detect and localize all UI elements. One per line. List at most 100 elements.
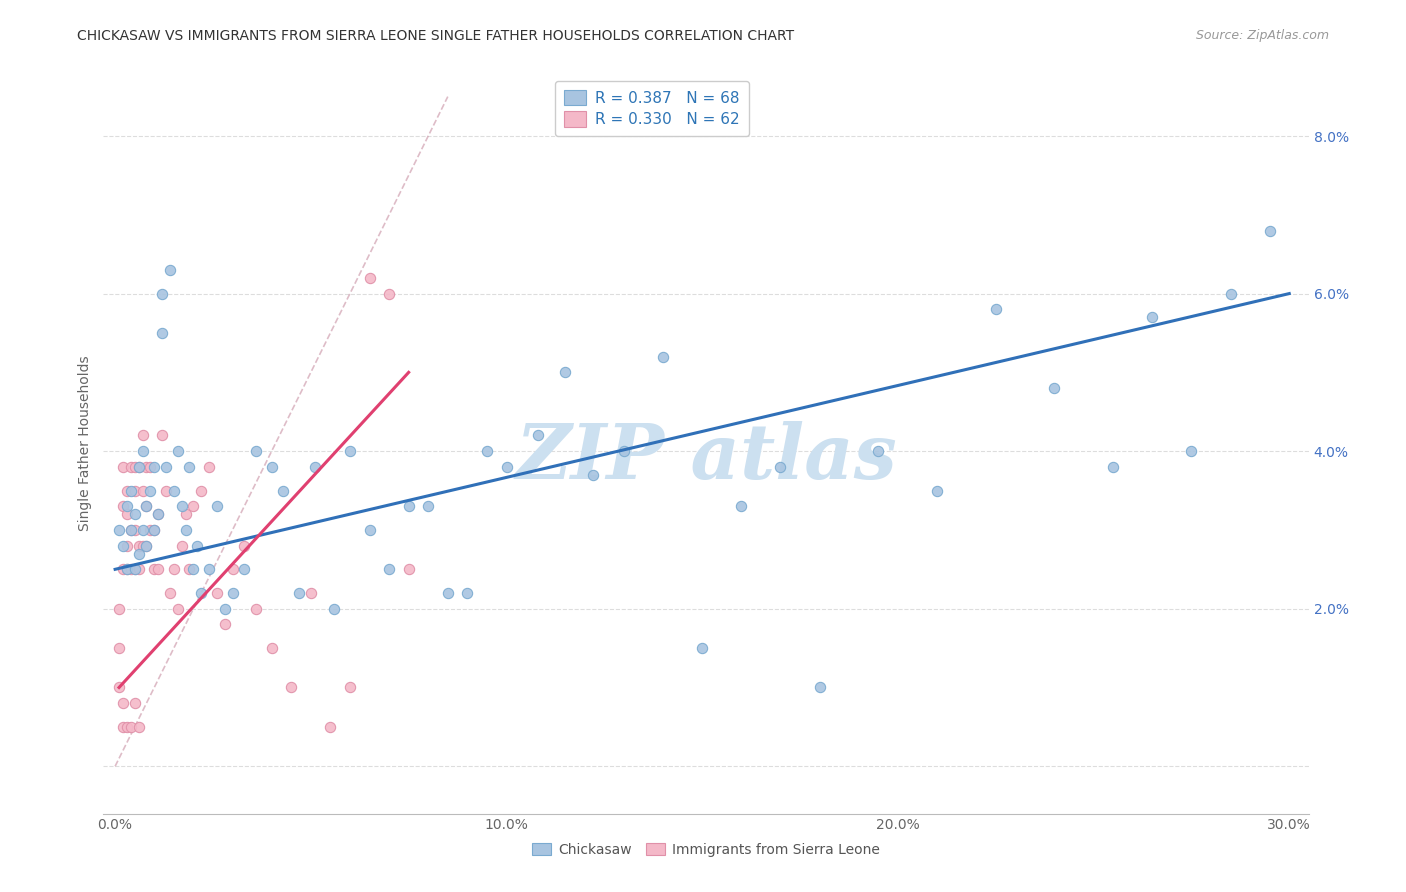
Point (146, 507, 169, 521)
Point (359, 270, 381, 285)
Point (378, 562, 401, 576)
Point (135, 500, 157, 514)
Point (280, 681, 302, 695)
Text: CHICKASAW VS IMMIGRANTS FROM SIERRA LEONE SINGLE FATHER HOUSEHOLDS CORRELATION C: CHICKASAW VS IMMIGRANTS FROM SIERRA LEON… (77, 29, 794, 43)
Point (769, 459, 792, 474)
Point (131, 483, 153, 498)
Point (135, 459, 157, 474)
Point (124, 562, 146, 576)
Point (146, 562, 169, 576)
Point (163, 562, 186, 576)
Point (159, 586, 181, 600)
Point (984, 302, 1007, 317)
Point (128, 562, 150, 576)
Point (139, 459, 162, 474)
Point (166, 601, 188, 615)
Point (233, 562, 256, 576)
Point (214, 601, 236, 615)
Point (652, 350, 675, 364)
Point (115, 562, 138, 576)
Point (111, 539, 134, 553)
Point (170, 539, 193, 553)
Point (179, 562, 201, 576)
Point (115, 507, 138, 521)
Point (120, 523, 142, 537)
Point (115, 720, 138, 734)
Point (359, 523, 381, 537)
Point (319, 720, 342, 734)
Point (1142, 310, 1164, 325)
Point (613, 444, 636, 458)
Point (155, 483, 177, 498)
Point (143, 523, 166, 537)
Point (131, 444, 153, 458)
Point (1180, 444, 1202, 458)
Point (108, 641, 131, 656)
Point (198, 459, 221, 474)
Point (115, 539, 138, 553)
Text: Source: ZipAtlas.com: Source: ZipAtlas.com (1195, 29, 1329, 42)
Point (527, 428, 550, 442)
Point (221, 586, 243, 600)
Point (139, 483, 162, 498)
Point (475, 444, 498, 458)
Point (304, 459, 326, 474)
Point (135, 539, 157, 553)
Point (1043, 381, 1066, 395)
Point (143, 459, 166, 474)
Point (111, 500, 134, 514)
Point (260, 459, 283, 474)
Point (124, 562, 146, 576)
Point (418, 500, 440, 514)
Point (198, 562, 221, 576)
Point (174, 523, 197, 537)
Legend: R = 0.387   N = 68, R = 0.330   N = 62: R = 0.387 N = 68, R = 0.330 N = 62 (555, 80, 748, 136)
Point (1258, 223, 1281, 237)
Point (128, 720, 150, 734)
Point (495, 459, 517, 474)
Point (143, 562, 166, 576)
Y-axis label: Single Father Households: Single Father Households (79, 355, 93, 531)
Point (120, 562, 142, 576)
Point (111, 696, 134, 710)
Point (456, 586, 478, 600)
Point (143, 523, 166, 537)
Point (1102, 459, 1125, 474)
Point (260, 641, 283, 656)
Point (174, 507, 197, 521)
Point (190, 586, 212, 600)
Point (124, 507, 146, 521)
Point (124, 523, 146, 537)
Point (183, 500, 205, 514)
Point (115, 562, 138, 576)
Point (868, 444, 890, 458)
Point (378, 286, 401, 301)
Point (581, 467, 603, 482)
Point (398, 500, 420, 514)
Point (170, 500, 193, 514)
Point (808, 681, 831, 695)
Point (108, 523, 131, 537)
Point (233, 539, 256, 553)
Point (120, 483, 142, 498)
Point (339, 681, 361, 695)
Point (1219, 286, 1241, 301)
Point (115, 500, 138, 514)
Point (245, 444, 267, 458)
Point (186, 539, 208, 553)
Point (150, 428, 173, 442)
Point (339, 444, 361, 458)
Point (124, 696, 146, 710)
Point (108, 681, 131, 695)
Point (214, 617, 236, 632)
Point (179, 459, 201, 474)
Point (183, 562, 205, 576)
Point (730, 500, 752, 514)
Point (273, 483, 295, 498)
Point (205, 500, 228, 514)
Point (135, 539, 157, 553)
Point (150, 326, 173, 340)
Point (163, 483, 186, 498)
Point (124, 483, 146, 498)
Point (131, 523, 153, 537)
